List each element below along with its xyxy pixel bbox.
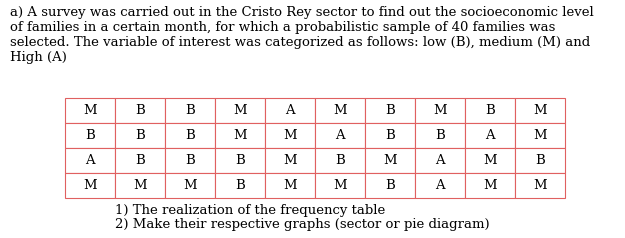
Bar: [415, 173, 465, 198]
Bar: [365, 148, 415, 173]
Text: A: A: [335, 129, 345, 142]
Bar: [465, 123, 515, 148]
Bar: [165, 173, 215, 198]
Text: M: M: [233, 104, 247, 117]
Text: B: B: [235, 179, 245, 192]
Bar: [265, 148, 315, 173]
Bar: [265, 123, 315, 148]
Text: A: A: [85, 154, 95, 167]
Text: a) A survey was carried out in the Cristo Rey sector to find out the socioeconom: a) A survey was carried out in the Crist…: [10, 6, 594, 19]
Bar: [315, 123, 365, 148]
Bar: [315, 173, 365, 198]
Text: M: M: [183, 179, 197, 192]
Text: M: M: [333, 104, 347, 117]
Bar: [365, 98, 415, 123]
Text: High (A): High (A): [10, 51, 67, 64]
Bar: [215, 148, 265, 173]
Text: B: B: [185, 154, 195, 167]
Text: A: A: [435, 179, 445, 192]
Bar: [365, 123, 415, 148]
Bar: [415, 123, 465, 148]
Text: B: B: [185, 129, 195, 142]
Bar: [465, 98, 515, 123]
Text: B: B: [335, 154, 345, 167]
Text: B: B: [135, 129, 145, 142]
Text: B: B: [135, 154, 145, 167]
Bar: [265, 98, 315, 123]
Text: M: M: [433, 104, 447, 117]
Text: M: M: [283, 179, 297, 192]
Text: B: B: [185, 104, 195, 117]
Bar: [65, 123, 115, 148]
Text: M: M: [333, 179, 347, 192]
Text: 2) Make their respective graphs (sector or pie diagram): 2) Make their respective graphs (sector …: [115, 218, 489, 231]
Bar: [115, 123, 165, 148]
Bar: [165, 123, 215, 148]
Text: M: M: [483, 154, 497, 167]
Bar: [465, 173, 515, 198]
Bar: [515, 98, 565, 123]
Bar: [315, 148, 365, 173]
Text: B: B: [385, 179, 395, 192]
Bar: [415, 148, 465, 173]
Text: selected. The variable of interest was categorized as follows: low (B), medium (: selected. The variable of interest was c…: [10, 36, 590, 49]
Text: M: M: [83, 179, 97, 192]
Text: A: A: [485, 129, 495, 142]
Bar: [515, 123, 565, 148]
Bar: [165, 98, 215, 123]
Text: B: B: [435, 129, 445, 142]
Text: M: M: [383, 154, 397, 167]
Text: M: M: [283, 129, 297, 142]
Bar: [365, 173, 415, 198]
Text: 1) The realization of the frequency table: 1) The realization of the frequency tabl…: [115, 204, 385, 217]
Bar: [315, 98, 365, 123]
Text: B: B: [385, 104, 395, 117]
Bar: [215, 98, 265, 123]
Text: M: M: [283, 154, 297, 167]
Text: M: M: [533, 179, 547, 192]
Text: B: B: [385, 129, 395, 142]
Text: A: A: [285, 104, 295, 117]
Text: M: M: [533, 104, 547, 117]
Bar: [65, 98, 115, 123]
Text: B: B: [85, 129, 95, 142]
Text: B: B: [535, 154, 545, 167]
Bar: [415, 98, 465, 123]
Bar: [115, 173, 165, 198]
Text: M: M: [83, 104, 97, 117]
Text: B: B: [485, 104, 495, 117]
Bar: [515, 173, 565, 198]
Bar: [115, 98, 165, 123]
Text: M: M: [133, 179, 147, 192]
Text: M: M: [533, 129, 547, 142]
Text: M: M: [233, 129, 247, 142]
Bar: [265, 173, 315, 198]
Text: A: A: [435, 154, 445, 167]
Text: B: B: [235, 154, 245, 167]
Text: M: M: [483, 179, 497, 192]
Text: of families in a certain month, for which a probabilistic sample of 40 families : of families in a certain month, for whic…: [10, 21, 556, 34]
Bar: [515, 148, 565, 173]
Bar: [465, 148, 515, 173]
Bar: [115, 148, 165, 173]
Bar: [65, 173, 115, 198]
Bar: [215, 123, 265, 148]
Bar: [215, 173, 265, 198]
Bar: [65, 148, 115, 173]
Bar: [165, 148, 215, 173]
Text: B: B: [135, 104, 145, 117]
